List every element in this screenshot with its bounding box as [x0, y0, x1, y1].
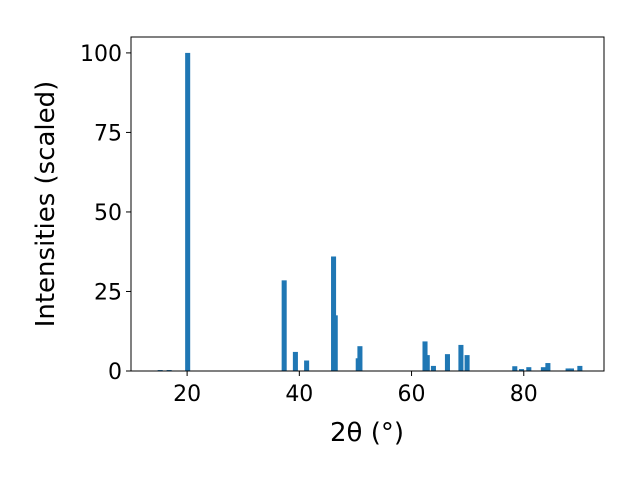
bar	[444, 354, 450, 371]
bar	[430, 365, 436, 371]
bar	[540, 367, 546, 371]
x-tick-label: 40	[285, 382, 313, 407]
bar	[281, 280, 287, 371]
bar	[292, 351, 298, 371]
bar	[332, 315, 338, 371]
bar	[568, 368, 574, 371]
bar	[464, 355, 470, 371]
bar	[512, 366, 518, 371]
bar	[304, 360, 310, 371]
bar	[424, 355, 430, 371]
y-tick-label: 50	[94, 201, 122, 226]
x-axis-label: 2θ (°)	[330, 418, 404, 448]
x-tick-label: 80	[510, 382, 538, 407]
y-tick-label: 25	[94, 280, 122, 305]
bar	[357, 346, 363, 371]
plot-frame	[130, 36, 605, 372]
bar	[458, 344, 464, 371]
x-tick-label: 60	[398, 382, 426, 407]
bar	[577, 365, 583, 371]
y-tick-label: 0	[108, 360, 122, 385]
bar	[185, 52, 191, 372]
bar	[526, 367, 532, 371]
y-axis-label: Intensities (scaled)	[31, 81, 61, 328]
bar	[565, 368, 571, 371]
y-tick-label: 75	[94, 121, 122, 146]
bar	[545, 363, 551, 371]
x-tick-label: 20	[173, 382, 201, 407]
bar	[331, 256, 337, 371]
y-tick-label: 100	[80, 42, 122, 67]
bar	[518, 369, 525, 371]
